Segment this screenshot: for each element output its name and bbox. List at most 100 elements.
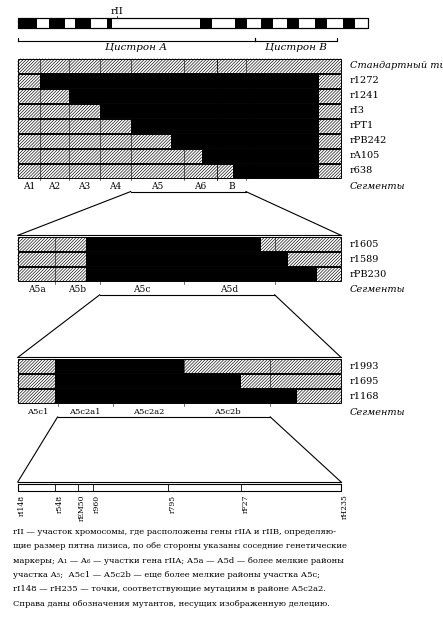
Bar (86, 237, 261, 251)
Bar (261, 237, 341, 251)
Text: r960: r960 (93, 495, 101, 513)
Bar (18, 359, 341, 373)
Bar (18, 389, 55, 403)
Bar (261, 18, 273, 28)
Bar (18, 18, 368, 28)
Text: Цистрон В: Цистрон В (265, 43, 326, 51)
Text: rI148 — rH235 — точки, соответствующие мутациям в районе А5с2а2.: rI148 — rH235 — точки, соответствующие м… (13, 585, 326, 593)
Bar (184, 359, 341, 373)
Text: r1168: r1168 (350, 392, 380, 401)
Bar (49, 18, 65, 28)
Bar (107, 18, 112, 28)
Bar (18, 89, 69, 103)
Text: rI148: rI148 (18, 495, 26, 516)
Text: rPB230: rPB230 (350, 270, 387, 279)
Bar (18, 18, 37, 28)
Text: rPT1: rPT1 (350, 121, 374, 130)
Bar (55, 374, 241, 388)
Text: r1993: r1993 (350, 362, 380, 371)
Bar (315, 18, 327, 28)
Text: rPB242: rPB242 (350, 136, 387, 145)
Text: маркеры; А₁ — А₆ — участки гена rIIA; А5а — А5d — более мелкие районы: маркеры; А₁ — А₆ — участки гена rIIA; А5… (13, 557, 344, 565)
Bar (171, 134, 319, 148)
Text: A1: A1 (23, 182, 35, 191)
Text: A2: A2 (48, 182, 60, 191)
Bar (18, 149, 341, 163)
Text: участка А₅;  А5с1 — А5с2b — еще более мелкие районы участка А5с;: участка А₅; А5с1 — А5с2b — еще более мел… (13, 571, 320, 579)
Bar (131, 119, 319, 133)
Text: r1605: r1605 (350, 240, 379, 249)
Text: A3: A3 (78, 182, 90, 191)
Bar (18, 237, 86, 251)
Bar (18, 134, 341, 148)
Bar (319, 149, 341, 163)
Bar (18, 119, 341, 133)
Bar (55, 389, 297, 403)
Text: A5a: A5a (27, 285, 46, 294)
Bar (343, 18, 355, 28)
Bar (18, 237, 341, 251)
Text: rI3: rI3 (350, 106, 365, 115)
Bar (297, 389, 341, 403)
Bar (319, 164, 341, 178)
Text: r1589: r1589 (350, 255, 379, 264)
Text: A5c2a2: A5c2a2 (133, 408, 164, 416)
Bar (40, 74, 319, 88)
Text: rA105: rA105 (350, 151, 380, 160)
Text: Сегменты: Сегменты (350, 285, 406, 294)
Bar (69, 89, 319, 103)
Bar (18, 18, 368, 28)
Bar (18, 149, 202, 163)
Bar (18, 104, 100, 118)
Text: A5c2b: A5c2b (214, 408, 241, 416)
Text: Справа даны обозначения мутантов, несущих изображенную делецию.: Справа даны обозначения мутантов, несущи… (13, 600, 330, 608)
Text: rEM50: rEM50 (78, 495, 85, 521)
Bar (18, 104, 341, 118)
Bar (18, 134, 171, 148)
Text: Цистрон А: Цистрон А (105, 43, 167, 51)
Bar (86, 252, 288, 266)
Bar (18, 374, 341, 388)
Text: Сегменты: Сегменты (350, 408, 406, 416)
Text: r548: r548 (55, 495, 63, 513)
Text: Стандартный тип: Стандартный тип (350, 61, 443, 70)
Text: B: B (228, 182, 235, 191)
Bar (317, 267, 341, 281)
Text: r638: r638 (350, 167, 373, 175)
Bar (18, 74, 40, 88)
Bar (287, 18, 299, 28)
Bar (18, 359, 55, 373)
Bar (18, 119, 131, 133)
Text: A4: A4 (109, 182, 121, 191)
Bar (18, 89, 341, 103)
Bar (202, 149, 319, 163)
Text: A5: A5 (151, 182, 163, 191)
Bar (18, 252, 341, 266)
Bar (75, 18, 91, 28)
Text: r1695: r1695 (350, 377, 379, 386)
Text: rF27: rF27 (241, 495, 249, 513)
Text: A5c2a1: A5c2a1 (70, 408, 101, 416)
Text: rH235: rH235 (341, 495, 349, 520)
Bar (241, 374, 341, 388)
Bar (235, 18, 247, 28)
Bar (18, 74, 341, 88)
Bar (18, 267, 341, 281)
Bar (233, 164, 319, 178)
Bar (319, 134, 341, 148)
Text: Сегменты: Сегменты (350, 182, 406, 191)
Bar (18, 164, 233, 178)
Bar (319, 119, 341, 133)
Text: r1241: r1241 (350, 91, 380, 100)
Bar (86, 267, 317, 281)
Bar (18, 252, 86, 266)
Bar (55, 359, 184, 373)
Text: rII: rII (111, 8, 124, 16)
Text: A5b: A5b (69, 285, 86, 294)
Text: щие размер пятна лизиса, по обе стороны указаны соседние генетические: щие размер пятна лизиса, по обе стороны … (13, 542, 347, 550)
Text: r1272: r1272 (350, 76, 380, 85)
Bar (319, 104, 341, 118)
Bar (18, 389, 341, 403)
Bar (18, 267, 86, 281)
Bar (200, 18, 212, 28)
